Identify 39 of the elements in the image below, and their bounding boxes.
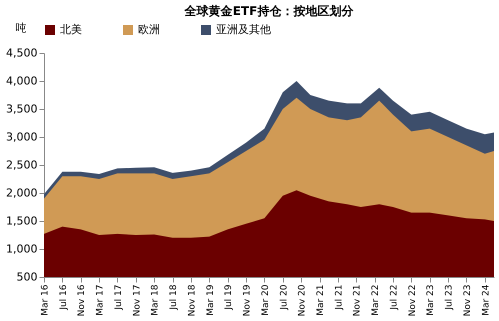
legend-label: 亚洲及其他 [216,23,271,36]
x-tick-label: Mar 20 [260,284,271,316]
x-tick-label: Nov 16 [77,284,88,316]
y-tick-label: 1,500 [6,214,38,228]
x-tick-label: Jul 17 [114,284,124,311]
y-tick-label: 3,000 [6,130,38,144]
x-tick-label: Nov 23 [462,284,473,316]
x-tick-label: Nov 19 [242,284,253,316]
y-tick-label: 500 [16,270,38,284]
x-tick-label: Jul 23 [444,284,455,311]
x-tick-label: Jul 20 [279,284,290,311]
x-tick-label: Mar 21 [316,284,326,316]
x-tick-label: Nov 21 [352,284,363,316]
y-tick-label: 4,500 [6,46,38,60]
x-tick-label: Mar 17 [96,284,106,316]
x-tick-label: Nov 18 [187,284,198,316]
legend-label: 欧洲 [138,23,160,36]
legend-label: 北美 [60,23,82,36]
y-tick-label: 2,500 [6,158,38,172]
y-tick-label: 4,000 [6,74,38,88]
y-axis-title: 吨 [16,22,26,34]
x-tick-label: Jul 19 [224,284,234,311]
y-tick-label: 2,000 [6,186,38,200]
chart-title: 全球黄金ETF持仓：按地区划分 [184,4,354,18]
x-tick-label: Mar 23 [426,284,436,316]
y-tick-label: 3,500 [6,102,38,116]
x-tick-label: Jul 22 [389,284,400,311]
x-tick-label: Mar 22 [371,284,382,316]
x-tick-label: Jul 18 [169,284,180,311]
x-tick-label: Mar 24 [481,284,492,316]
x-tick-label: Nov 22 [408,284,418,316]
x-tick-label: Nov 20 [298,284,308,316]
x-tick-label: Mar 19 [206,284,216,316]
y-tick-label: 1,000 [6,242,38,256]
x-tick-label: Jul 21 [334,284,344,311]
x-tick-label: Mar 18 [150,284,161,316]
x-tick-label: Nov 17 [132,284,142,316]
x-tick-label: Jul 16 [58,284,69,311]
x-tick-label: Mar 16 [40,284,50,316]
